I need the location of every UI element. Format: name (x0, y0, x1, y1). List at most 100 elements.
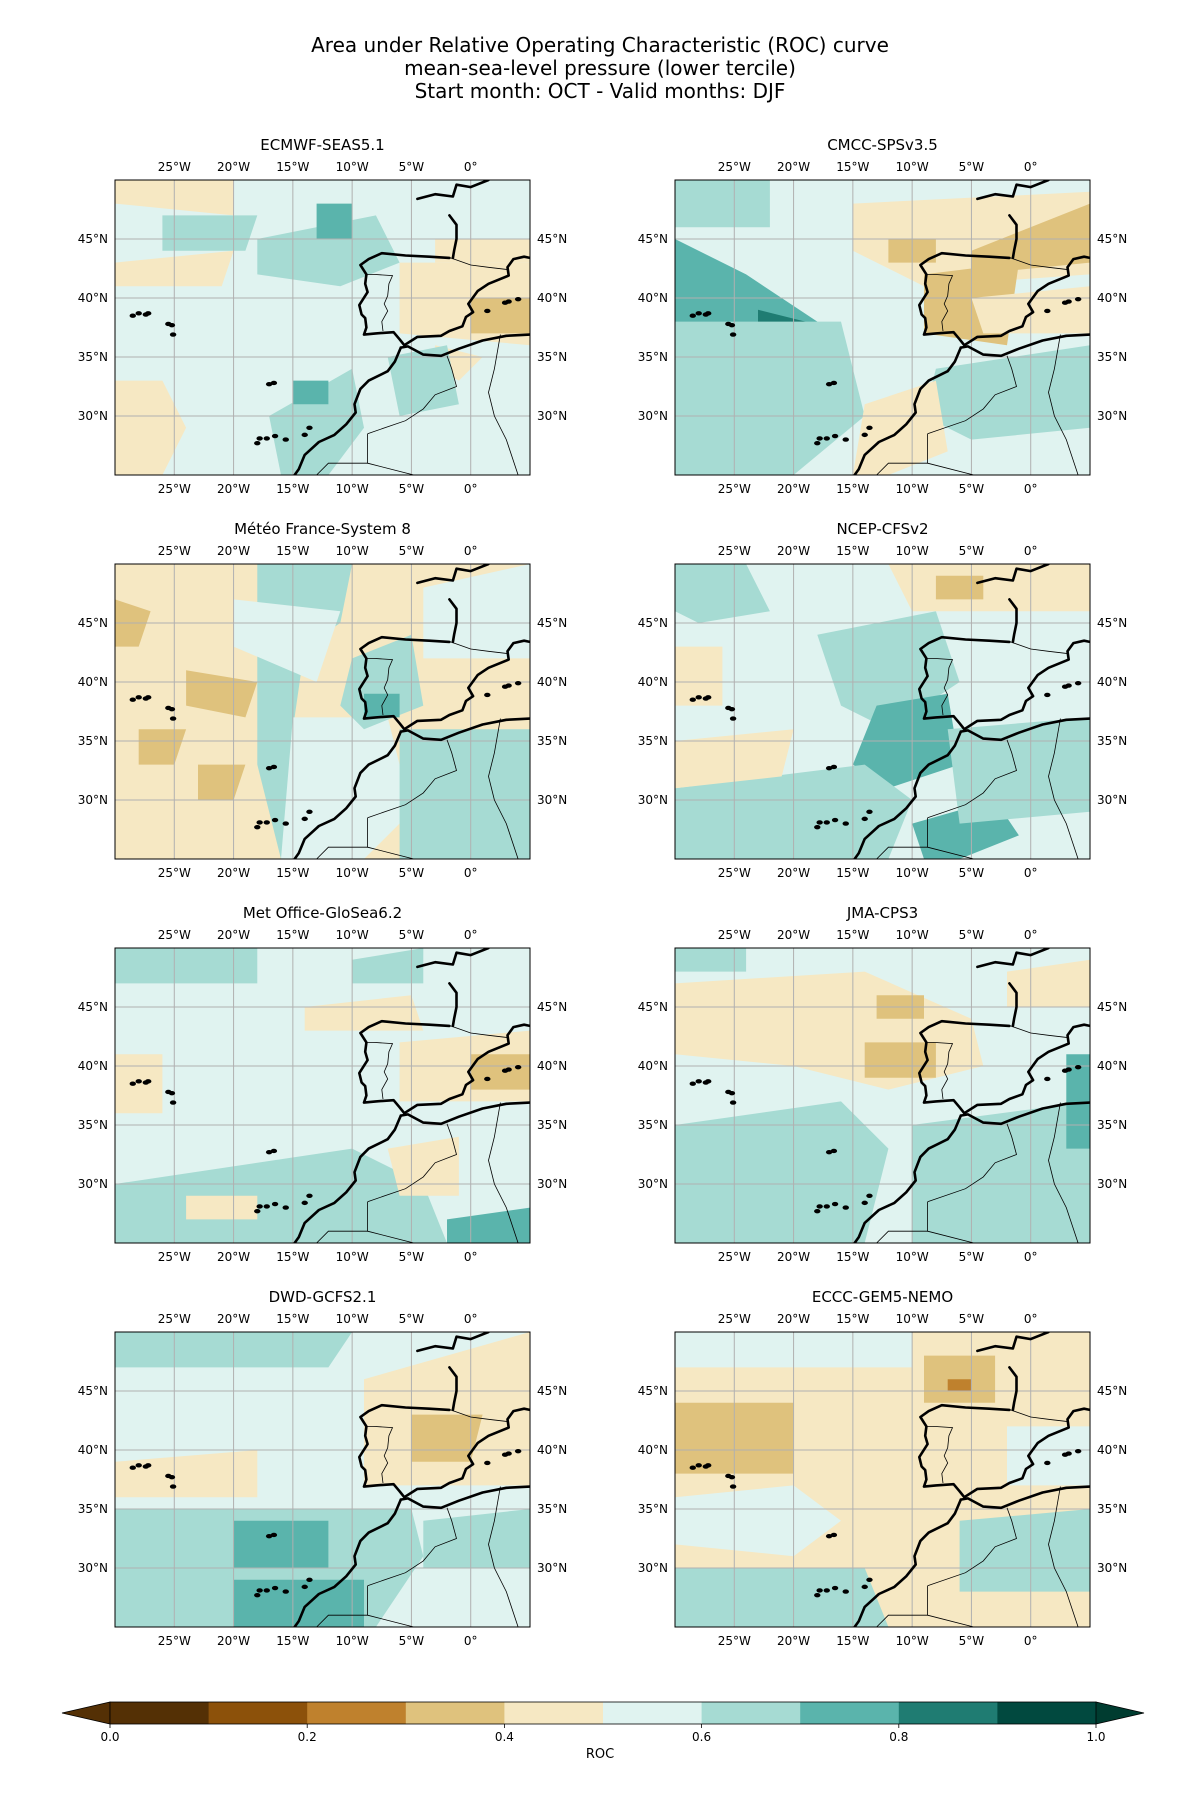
roc-contour-patch (935, 575, 984, 600)
island (263, 1588, 270, 1593)
island (831, 1585, 839, 1591)
island (129, 1081, 136, 1086)
colorbar-segment (800, 1702, 900, 1724)
coastline (357, 1019, 530, 1115)
coastline (1008, 1366, 1018, 1412)
island (263, 820, 270, 825)
lon-tick-label-top: 5°W (959, 928, 985, 942)
lon-tick-label-bottom: 10°W (336, 866, 369, 880)
lon-tick-label-top: 5°W (399, 1312, 425, 1326)
island (142, 696, 150, 701)
lon-tick-label-bottom: 15°W (836, 1250, 869, 1264)
lat-tick-label-right: 40°N (537, 1443, 567, 1457)
island (514, 1448, 522, 1454)
lon-tick-label-bottom: 25°W (158, 482, 191, 496)
roc-contour-patch (675, 646, 723, 706)
lat-tick-label-left: 45°N (638, 616, 668, 630)
island (129, 697, 136, 702)
island (866, 425, 873, 430)
country-border (366, 273, 394, 332)
coastline (448, 214, 458, 260)
lat-tick-label-right: 30°N (1097, 1177, 1127, 1191)
map-panel: Météo France-System 8 25°W 25°W 20°W 20°W 15°… (78, 520, 568, 880)
roc-contour-patch (1007, 1426, 1090, 1486)
map-frame (114, 1331, 531, 1628)
roc-contour-patch (115, 380, 187, 475)
country-border (926, 273, 954, 332)
roc-contour-patch (675, 564, 770, 623)
island (816, 436, 823, 441)
roc-contour-patch (411, 1414, 483, 1462)
map-field (115, 948, 530, 1243)
lat-tick-label-left: 35°N (638, 1118, 668, 1132)
coastline (357, 1403, 530, 1499)
coastline (959, 333, 1090, 358)
colorbar-segment (898, 1702, 998, 1724)
island (823, 436, 830, 441)
lon-tick-label-bottom: 20°W (777, 1250, 810, 1264)
island (169, 1100, 177, 1105)
roc-contour-patch (675, 1101, 889, 1243)
island (842, 821, 849, 826)
island (814, 1592, 821, 1598)
roc-contour-patch (947, 717, 1090, 824)
lon-tick-label-top: 20°W (777, 544, 810, 558)
island (816, 1204, 823, 1209)
island (301, 816, 308, 822)
lat-tick-label-right: 35°N (537, 734, 567, 748)
lon-tick-label-top: 0° (1024, 1312, 1038, 1326)
coastline (448, 982, 458, 1028)
roc-contour-patch (675, 948, 747, 972)
lon-tick-label-top: 15°W (276, 160, 309, 174)
lon-tick-label-top: 10°W (336, 1312, 369, 1326)
lon-tick-label-bottom: 0° (464, 1634, 478, 1648)
lat-tick-label-left: 35°N (638, 350, 668, 364)
island (1044, 1076, 1051, 1082)
coastline (917, 251, 1090, 347)
island (830, 764, 838, 770)
island (142, 312, 150, 317)
lon-tick-label-bottom: 10°W (896, 1634, 929, 1648)
island (514, 680, 522, 686)
lat-tick-label-right: 35°N (1097, 734, 1127, 748)
map-field (115, 1332, 530, 1627)
island (271, 433, 279, 439)
lon-tick-label-bottom: 25°W (718, 1634, 751, 1648)
lat-tick-label-right: 40°N (1097, 675, 1127, 689)
colorbar: 0.0 0.2 0.4 0.6 0.8 1.0 (61, 1701, 1145, 1744)
island (702, 312, 710, 317)
island (129, 313, 136, 318)
island (816, 1588, 823, 1593)
lon-tick-label-bottom: 20°W (217, 1634, 250, 1648)
island (263, 1204, 270, 1209)
lon-tick-label-bottom: 20°W (217, 482, 250, 496)
lat-tick-label-left: 30°N (638, 1561, 668, 1575)
roc-contour-patch (316, 203, 353, 239)
map-frame (674, 1331, 1091, 1628)
island (282, 821, 289, 826)
country-border (927, 1614, 996, 1627)
island (728, 1474, 736, 1480)
lat-tick-label-right: 40°N (537, 291, 567, 305)
island (842, 1589, 849, 1594)
island (729, 1100, 737, 1105)
roc-contour-patch (470, 298, 530, 334)
lon-tick-label-bottom: 15°W (276, 482, 309, 496)
island (1065, 1067, 1072, 1072)
lon-tick-label-top: 5°W (399, 928, 425, 942)
colorbar-segment (701, 1702, 801, 1724)
panel-title: ECMWF-SEAS5.1 (260, 136, 384, 154)
island (1065, 299, 1072, 304)
country-border (366, 1042, 394, 1100)
panel-title: NCEP-CFSv2 (836, 520, 928, 538)
island (689, 697, 696, 702)
island (1065, 683, 1072, 688)
roc-contour-patch (387, 345, 459, 416)
lon-tick-label-bottom: 10°W (896, 482, 929, 496)
island (729, 716, 737, 721)
country-border (927, 1507, 1017, 1587)
island (861, 816, 868, 822)
lon-tick-label-top: 20°W (217, 1312, 250, 1326)
country-border (488, 1102, 519, 1243)
lat-tick-label-left: 40°N (638, 291, 668, 305)
